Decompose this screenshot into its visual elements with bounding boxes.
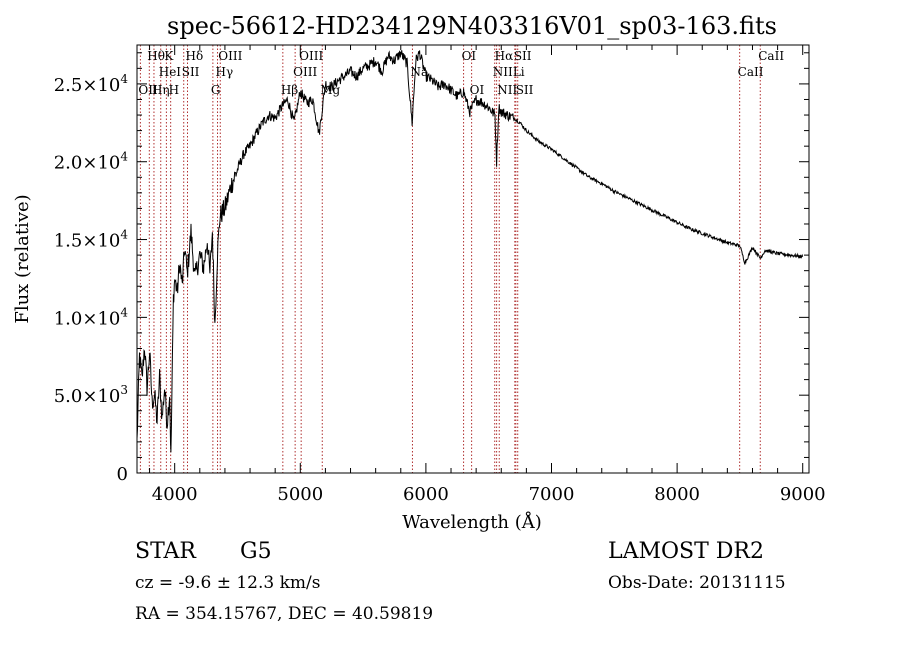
plot-frame [136, 44, 810, 474]
x-tick-label: 7000 [529, 484, 575, 505]
x-axis-ticks: 4000 5000 6000 7000 8000 9000 [149, 45, 826, 505]
spectral-line-label: SII [516, 83, 534, 97]
series-layer [136, 50, 804, 453]
y-tick-label: 5.0×103 [54, 383, 128, 407]
spectral-line-label: OI [470, 83, 485, 97]
y-axis-ticks: 0 5.0×103 1.0×104 1.5×104 2.0×104 2.5×104 [54, 52, 809, 485]
spectral-line-label: OIII [299, 49, 323, 63]
y-tick-label: 0 [117, 464, 128, 485]
object-subclass: G5 [240, 539, 272, 564]
y-tick-label: 1.0×104 [54, 305, 129, 329]
x-tick-label: 5000 [277, 484, 323, 505]
spectral-line-label: Hθ [147, 49, 165, 63]
spectral-line-markers [139, 45, 761, 473]
spectral-line-label: HeI [159, 65, 182, 79]
spectral-line-label: OIII [218, 49, 242, 63]
spectral-line-label: Hβ [281, 83, 298, 97]
redshift-readout: cz = -9.6 ± 12.3 km/s [135, 573, 321, 593]
obs-date: Obs-Date: 20131115 [608, 573, 786, 593]
x-tick-label: 4000 [152, 484, 198, 505]
spectral-line-label: H [169, 83, 179, 97]
y-tick-label: 2.0×104 [54, 150, 129, 174]
spectral-line-label: Hδ [185, 49, 203, 63]
spectrum-line [136, 50, 804, 453]
spectral-line-label: SII [514, 49, 532, 63]
y-tick-label: 2.5×104 [54, 72, 129, 96]
chart-title: spec-56612-HD234129N403316V01_sp03-163.f… [167, 12, 777, 40]
spectral-line-label: Hγ [216, 65, 234, 79]
survey-name: LAMOST DR2 [608, 539, 764, 564]
spectral-line-label: Li [513, 65, 525, 79]
spectral-line-label: Hα [495, 49, 514, 63]
y-tick-label: 1.5×104 [54, 228, 129, 252]
x-tick-label: 9000 [780, 484, 826, 505]
spectral-line-label: CaII [758, 49, 784, 63]
spectral-line-label: G [211, 83, 221, 97]
x-tick-label: 6000 [403, 484, 449, 505]
coordinates-readout: RA = 354.15767, DEC = 40.59819 [135, 604, 433, 624]
spectral-line-label: OIII [293, 65, 317, 79]
spectral-line-label: CaII [738, 65, 764, 79]
spectral-line-label: OII [138, 83, 158, 97]
spectral-line-label: Hη [152, 83, 170, 97]
x-tick-label: 8000 [654, 484, 700, 505]
spectral-line-label: OI [462, 49, 477, 63]
y-axis-label: Flux (relative) [12, 194, 33, 323]
spectral-line-label: NII [493, 65, 513, 79]
spectral-line-label: SII [182, 65, 200, 79]
x-axis-label: Wavelength (Å) [402, 511, 542, 533]
object-class: STAR [135, 539, 197, 564]
spectral-line-label: K [164, 49, 174, 63]
spectral-line-labels: OIIHθHηHeIKHSIIHδGHγOIIIHβOIIIOIIIMgNaOI… [138, 49, 784, 97]
spectral-line-label: NII [497, 83, 517, 97]
